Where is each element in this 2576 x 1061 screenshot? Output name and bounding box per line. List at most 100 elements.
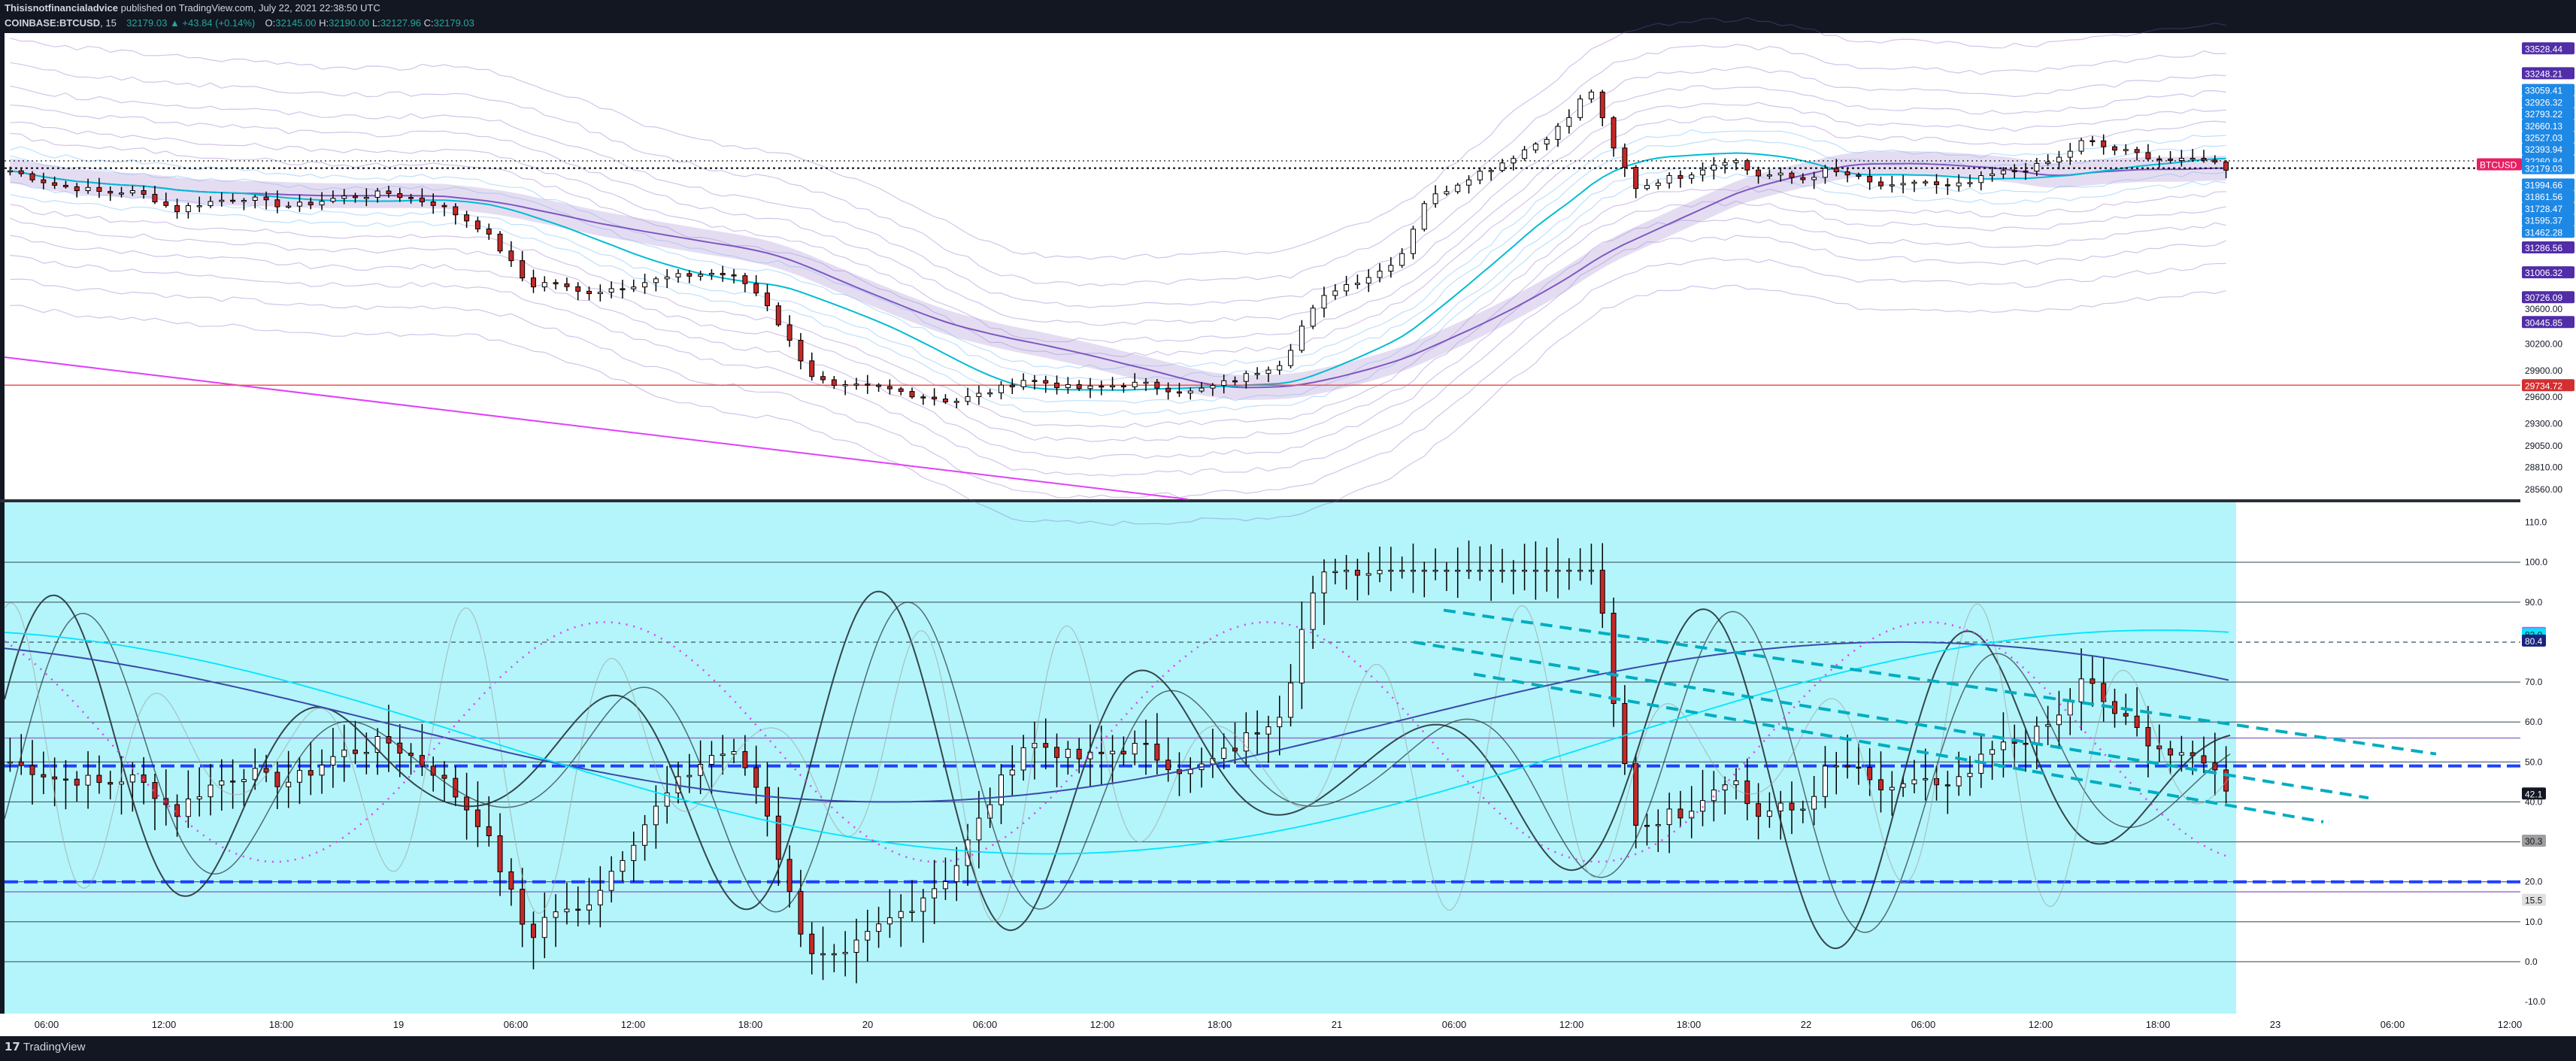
symbol-name[interactable]: COINBASE:BTCUSD bbox=[5, 17, 101, 29]
osc-candle-body bbox=[1967, 772, 1973, 778]
osc-candle-body bbox=[1321, 571, 1327, 594]
candle-body bbox=[865, 383, 871, 386]
candle-body bbox=[1777, 172, 1784, 176]
price-tag-label: 33528.44 bbox=[2525, 44, 2562, 54]
price-tag-label: 31286.56 bbox=[2525, 243, 2562, 253]
publisher-name[interactable]: Thisisnotfinancialadvice bbox=[5, 2, 118, 14]
candle-body bbox=[1744, 160, 1750, 171]
candle-body bbox=[1332, 290, 1338, 296]
osc-candle-body bbox=[263, 768, 269, 773]
candle-body bbox=[1344, 283, 1350, 292]
interval[interactable]: 15 bbox=[105, 17, 117, 29]
candle-body bbox=[1477, 171, 1483, 180]
symbol-info: COINBASE:BTCUSD, 15 32179.03 ▲ +43.84 (+… bbox=[5, 17, 474, 29]
candle-body bbox=[286, 205, 292, 208]
candle-body bbox=[775, 305, 781, 326]
candle-body bbox=[374, 190, 380, 198]
candle-body bbox=[1588, 91, 1594, 100]
osc-candle-body bbox=[898, 911, 904, 918]
candle-body bbox=[474, 220, 480, 229]
osc-candle-body bbox=[976, 817, 982, 841]
candle-body bbox=[1923, 181, 1929, 183]
osc-candle-body bbox=[1076, 748, 1082, 759]
chart-header: Thisisnotfinancialadvice published on Tr… bbox=[0, 0, 2576, 33]
time-axis-tick: 06:00 bbox=[504, 1019, 529, 1030]
osc-candle-body bbox=[1365, 573, 1371, 576]
osc-candle-body bbox=[353, 749, 359, 754]
osc-candle-body bbox=[2023, 742, 2029, 745]
osc-trendline-3 bbox=[1473, 672, 2324, 823]
time-axis-bg[interactable] bbox=[0, 1014, 2576, 1036]
tradingview-logo[interactable]: 17 TradingView bbox=[5, 1040, 85, 1054]
candle-body bbox=[564, 283, 570, 287]
candle-body bbox=[1978, 175, 1984, 183]
candle-body bbox=[1555, 126, 1561, 140]
candle-body bbox=[1766, 174, 1772, 177]
osc-candle-body bbox=[374, 735, 380, 753]
price-axis-tick: 28560.00 bbox=[2525, 484, 2562, 495]
time-axis-tick: 06:00 bbox=[1442, 1019, 1467, 1030]
osc-candle-body bbox=[1054, 747, 1060, 758]
price-tag-label: 32926.32 bbox=[2525, 97, 2562, 108]
osc-candle-body bbox=[1777, 802, 1784, 812]
candle-body bbox=[1132, 381, 1138, 387]
candle-body bbox=[141, 190, 147, 195]
osc-candle-body bbox=[430, 765, 436, 776]
osc-candle-body bbox=[1789, 802, 1795, 811]
osc-candle-body bbox=[575, 908, 581, 911]
osc-candle-body bbox=[2078, 678, 2084, 702]
osc-candle-body bbox=[274, 771, 280, 787]
candle-body bbox=[698, 274, 704, 277]
price-tag-label: 31462.28 bbox=[2525, 227, 2562, 238]
osc-candle-body bbox=[1477, 569, 1483, 572]
price-tag-label: 32179.03 bbox=[2525, 164, 2562, 174]
osc-candle-body bbox=[363, 752, 369, 754]
candle-body bbox=[1154, 381, 1160, 389]
osc-candle-body bbox=[1756, 803, 1762, 817]
osc-candle-body bbox=[1410, 569, 1416, 572]
candle-body bbox=[786, 324, 792, 341]
envelope-band-line bbox=[10, 17, 2226, 260]
candle-body bbox=[953, 401, 959, 403]
candle-body bbox=[1566, 117, 1572, 127]
candle-body bbox=[530, 277, 536, 288]
osc-candle-body bbox=[2145, 726, 2151, 747]
candle-body bbox=[731, 274, 737, 277]
osc-candle-body bbox=[786, 859, 792, 892]
time-axis-tick: 18:00 bbox=[1208, 1019, 1232, 1030]
price-tag-label: 31861.56 bbox=[2525, 192, 2562, 202]
osc-candle-body bbox=[2101, 683, 2107, 702]
osc-candle-body bbox=[1867, 766, 1873, 781]
osc-stoch-d-line bbox=[4, 602, 2231, 933]
osc-candle-body bbox=[1644, 825, 1650, 827]
osc-candle-body bbox=[1711, 790, 1717, 802]
candle-body bbox=[263, 196, 269, 201]
osc-candle-body bbox=[775, 815, 781, 860]
osc-candle-body bbox=[998, 775, 1004, 805]
osc-cyan-curve bbox=[4, 629, 2229, 855]
candle-body bbox=[1009, 384, 1015, 387]
osc-candle-body bbox=[1990, 749, 1996, 755]
osc-candle-body bbox=[141, 775, 147, 784]
candle-body bbox=[2067, 150, 2073, 158]
osc-axis-tick: 60.0 bbox=[2525, 717, 2543, 727]
osc-candle-body bbox=[553, 911, 559, 918]
osc-axis-tick: 110.0 bbox=[2525, 517, 2547, 528]
envelope-band-line bbox=[10, 162, 2226, 405]
price-tag-label: 33059.41 bbox=[2525, 86, 2562, 96]
osc-candle-body bbox=[798, 890, 804, 935]
candle-body bbox=[419, 197, 425, 202]
candle-body bbox=[1666, 174, 1672, 183]
envelope-band-line bbox=[10, 284, 2226, 526]
osc-candle-body bbox=[1766, 811, 1772, 817]
candle-body bbox=[119, 192, 125, 195]
osc-candle-body bbox=[1299, 629, 1305, 684]
osc-candle-body bbox=[108, 782, 114, 785]
time-axis-tick: 18:00 bbox=[269, 1019, 294, 1030]
osc-candle-body bbox=[1154, 744, 1160, 761]
osc-candle-body bbox=[252, 768, 258, 781]
candle-body bbox=[52, 182, 58, 186]
osc-candle-body bbox=[764, 787, 770, 817]
envelope-band-line bbox=[10, 85, 2226, 326]
